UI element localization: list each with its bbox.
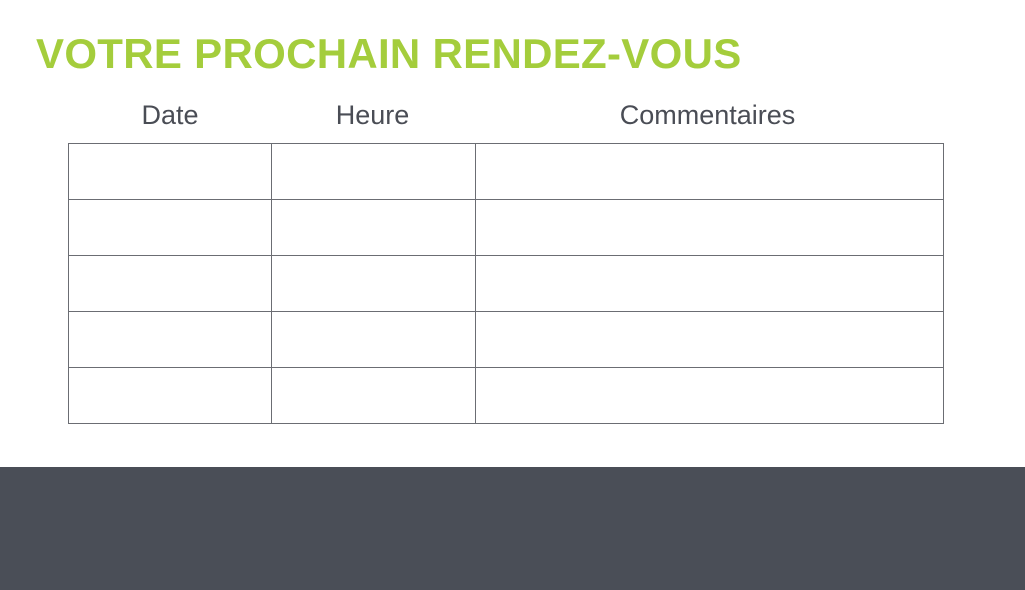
commentaires-cell[interactable] — [475, 143, 944, 200]
heure-cell[interactable] — [271, 311, 476, 368]
heure-cell[interactable] — [271, 199, 476, 256]
heure-cell[interactable] — [271, 255, 476, 312]
date-cell[interactable] — [68, 367, 272, 424]
column-header-commentaires: Commentaires — [619, 100, 796, 130]
date-cell[interactable] — [68, 143, 272, 200]
column-header-heure: Heure — [335, 100, 410, 130]
table-row — [68, 143, 944, 200]
page-title: VOTRE PROCHAIN RENDEZ-VOUS — [36, 30, 742, 77]
commentaires-cell[interactable] — [475, 255, 944, 312]
date-cell[interactable] — [68, 255, 272, 312]
table-row — [68, 367, 944, 424]
table-row — [68, 199, 944, 256]
date-cell[interactable] — [68, 311, 272, 368]
appointment-table — [68, 143, 944, 424]
heure-cell[interactable] — [271, 367, 476, 424]
column-header-date: Date — [141, 100, 199, 130]
commentaires-cell[interactable] — [475, 199, 944, 256]
heure-cell[interactable] — [271, 143, 476, 200]
date-cell[interactable] — [68, 199, 272, 256]
footer-band — [0, 467, 1025, 590]
table-row — [68, 311, 944, 368]
table-row — [68, 255, 944, 312]
commentaires-cell[interactable] — [475, 367, 944, 424]
commentaires-cell[interactable] — [475, 311, 944, 368]
